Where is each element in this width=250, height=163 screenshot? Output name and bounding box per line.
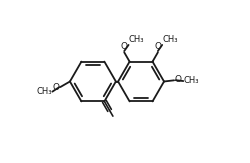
Text: CH₃: CH₃ bbox=[162, 35, 178, 44]
Text: CH₃: CH₃ bbox=[128, 35, 144, 44]
Text: O: O bbox=[52, 83, 59, 92]
Text: O: O bbox=[154, 43, 161, 52]
Text: O: O bbox=[174, 75, 181, 84]
Text: O: O bbox=[120, 43, 127, 52]
Text: CH₃: CH₃ bbox=[183, 76, 198, 85]
Text: CH₃: CH₃ bbox=[36, 87, 52, 96]
